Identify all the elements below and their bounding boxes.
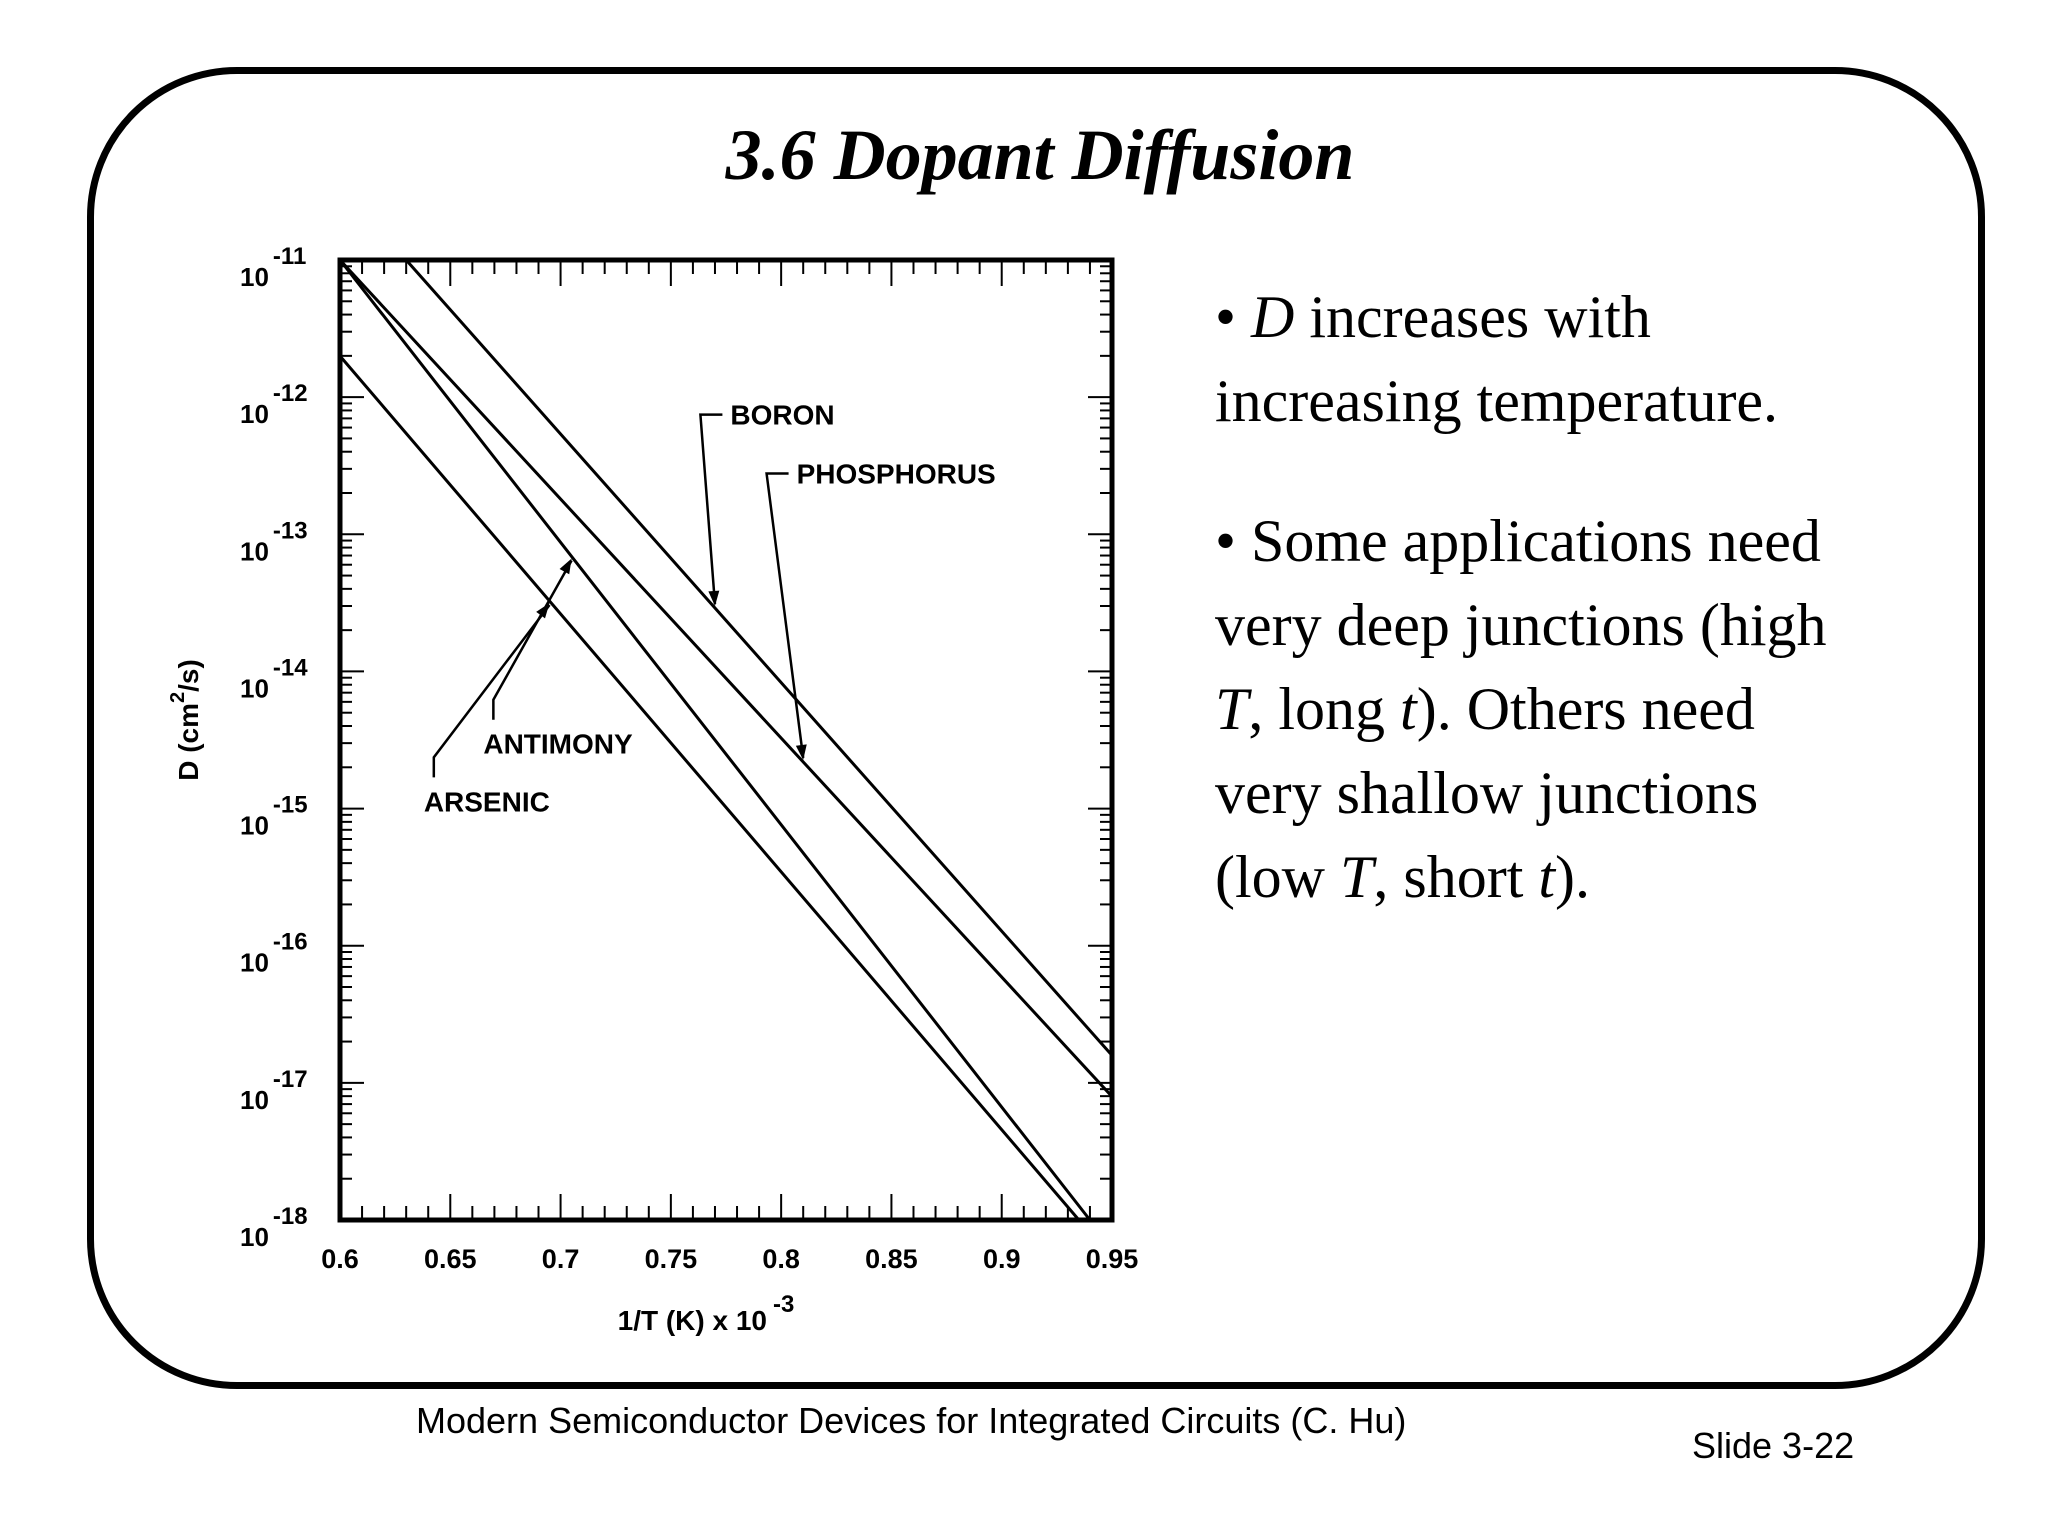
- x-tick-label: 0.8: [762, 1244, 800, 1274]
- annotation-leader-boron: [699, 413, 723, 605]
- annotation-leader-antimony: [492, 559, 573, 720]
- slide-title: 3.6 Dopant Diffusion: [725, 115, 1355, 195]
- y-tick-exponent: -18: [273, 1203, 308, 1230]
- series-line-phosphorus: [338, 258, 1114, 1098]
- annotation-labels: BORON PHOSPHORUS ANTIMONY ARSENIC: [424, 400, 996, 818]
- x-tick-label: 0.7: [542, 1244, 580, 1274]
- chart-svg: 10-1110-1210-1310-1410-1510-1610-1710-18…: [167, 243, 1138, 1336]
- bullet-1-text-9: very shallow junctions: [1215, 760, 1759, 826]
- plot-frame: [337, 257, 1115, 1223]
- y-tick-base: 10: [240, 811, 269, 841]
- y-tick-label: 10-15: [240, 792, 308, 841]
- footer-source: Modern Semiconductor Devices for Integra…: [416, 1400, 1407, 1441]
- annotation-leader-phosphorus: [765, 472, 805, 759]
- bullet-1-text-13: , short: [1373, 844, 1539, 910]
- y-tick-exponent: -14: [273, 654, 308, 681]
- y-tick-exponent: -13: [273, 517, 308, 544]
- y-tick-label: 10-12: [240, 380, 308, 429]
- bullet-0-text-1: D: [1251, 284, 1295, 350]
- bullet-1-text-4: T: [1215, 676, 1249, 742]
- bullet-0-text-2: increases with: [1294, 284, 1651, 350]
- y-tick-base: 10: [240, 536, 269, 566]
- annotation-label-phosphorus: PHOSPHORUS: [797, 459, 996, 490]
- y-axis-title-sup: 2: [167, 692, 189, 703]
- bullet-1-text-7: ). Others need: [1416, 676, 1755, 742]
- y-tick-label: 10-16: [240, 929, 308, 978]
- x-tick-labels: 0.6 0.65 0.7 0.75 0.8 0.85 0.9 0.95: [321, 1244, 1138, 1274]
- y-tick-label: 10-13: [240, 517, 308, 566]
- y-tick-exponent: -17: [273, 1066, 308, 1093]
- slide-frame: [87, 67, 1985, 1389]
- series-line-arsenic: [338, 355, 1081, 1221]
- series-lines: [338, 258, 1114, 1221]
- y-tick-base: 10: [240, 1085, 269, 1115]
- annotation-arrowhead-phosphorus: [795, 744, 807, 760]
- bullet-1-text-0: • Some applications need: [1215, 508, 1821, 574]
- bullet-1-text-2: very deep junctions (high: [1215, 592, 1827, 658]
- slide-number: Slide 3-22: [1692, 1425, 1855, 1466]
- y-tick-label: 10-17: [240, 1066, 308, 1115]
- x-axis-title-exponent: -3: [773, 1291, 794, 1318]
- annotation-arrowhead-boron: [708, 590, 720, 606]
- y-axis-title: D (cm2/s): [167, 659, 204, 781]
- y-axis-title-text: D (cm: [173, 703, 204, 781]
- bullet-1-text-15: ).: [1555, 844, 1591, 910]
- annotation-arrowhead-antimony: [559, 558, 572, 575]
- bullet-1-text-6: t: [1400, 676, 1417, 742]
- y-tick-base: 10: [240, 399, 269, 429]
- y-tick-label: 10-14: [240, 654, 308, 703]
- x-tick-label: 0.65: [424, 1244, 477, 1274]
- x-tick-label: 0.95: [1086, 1244, 1139, 1274]
- y-tick-base: 10: [240, 1222, 269, 1252]
- x-tick-label: 0.75: [645, 1244, 698, 1274]
- annotation-label-antimony: ANTIMONY: [483, 729, 633, 760]
- y-tick-exponent: -15: [273, 792, 308, 819]
- bullet-temperature: • D increases with increasing temperature…: [1215, 275, 1955, 443]
- y-tick-label: 10-18: [240, 1203, 308, 1252]
- bullet-0-text-0: •: [1215, 284, 1252, 350]
- diffusivity-chart: 10-11 10-12 10-13 10-14 10-15 10-16 10-17 10-18…: [150, 210, 1160, 1360]
- annotation-label-boron: BORON: [730, 400, 834, 431]
- x-tick-label: 0.6: [321, 1244, 359, 1274]
- bullet-1-text-14: t: [1538, 844, 1556, 910]
- annotation-leaders: [432, 413, 807, 778]
- y-tick-exponent: -16: [273, 929, 308, 956]
- x-tick-label: 0.85: [865, 1244, 918, 1274]
- x-tick-label: 0.9: [983, 1244, 1021, 1274]
- y-tick-base: 10: [240, 262, 269, 292]
- x-axis-title-text: 1/T (K) x 10: [618, 1305, 767, 1336]
- y-tick-exponent: -12: [273, 380, 308, 407]
- minor-ticks: [339, 260, 1113, 1221]
- x-axis-title: 1/T (K) x 10-3: [618, 1291, 795, 1336]
- bullet-1-text-11: (low: [1215, 844, 1340, 910]
- y-tick-base: 10: [240, 948, 269, 978]
- bullet-1-text-12: T: [1339, 844, 1374, 910]
- bullet-1-text-5: , long: [1248, 676, 1401, 742]
- series-line-antimony: [338, 259, 1092, 1221]
- bullet-junction-depth: • Some applications need very deep juncti…: [1215, 499, 1955, 919]
- annotation-label-arsenic: ARSENIC: [424, 786, 550, 817]
- annotation-arrowhead-arsenic: [536, 603, 550, 619]
- bullet-0-text-4: increasing temperature.: [1215, 368, 1779, 434]
- y-tick-base: 10: [240, 673, 269, 703]
- y-tick-exponent: -11: [273, 243, 306, 270]
- bullet-list: • D increases with increasing temperature…: [1215, 275, 1955, 919]
- y-tick-label: 10-11: [240, 243, 306, 292]
- series-line-boron: [405, 259, 1114, 1057]
- annotation-leader-arsenic: [432, 604, 551, 778]
- y-axis-title-tail: /s): [173, 659, 204, 692]
